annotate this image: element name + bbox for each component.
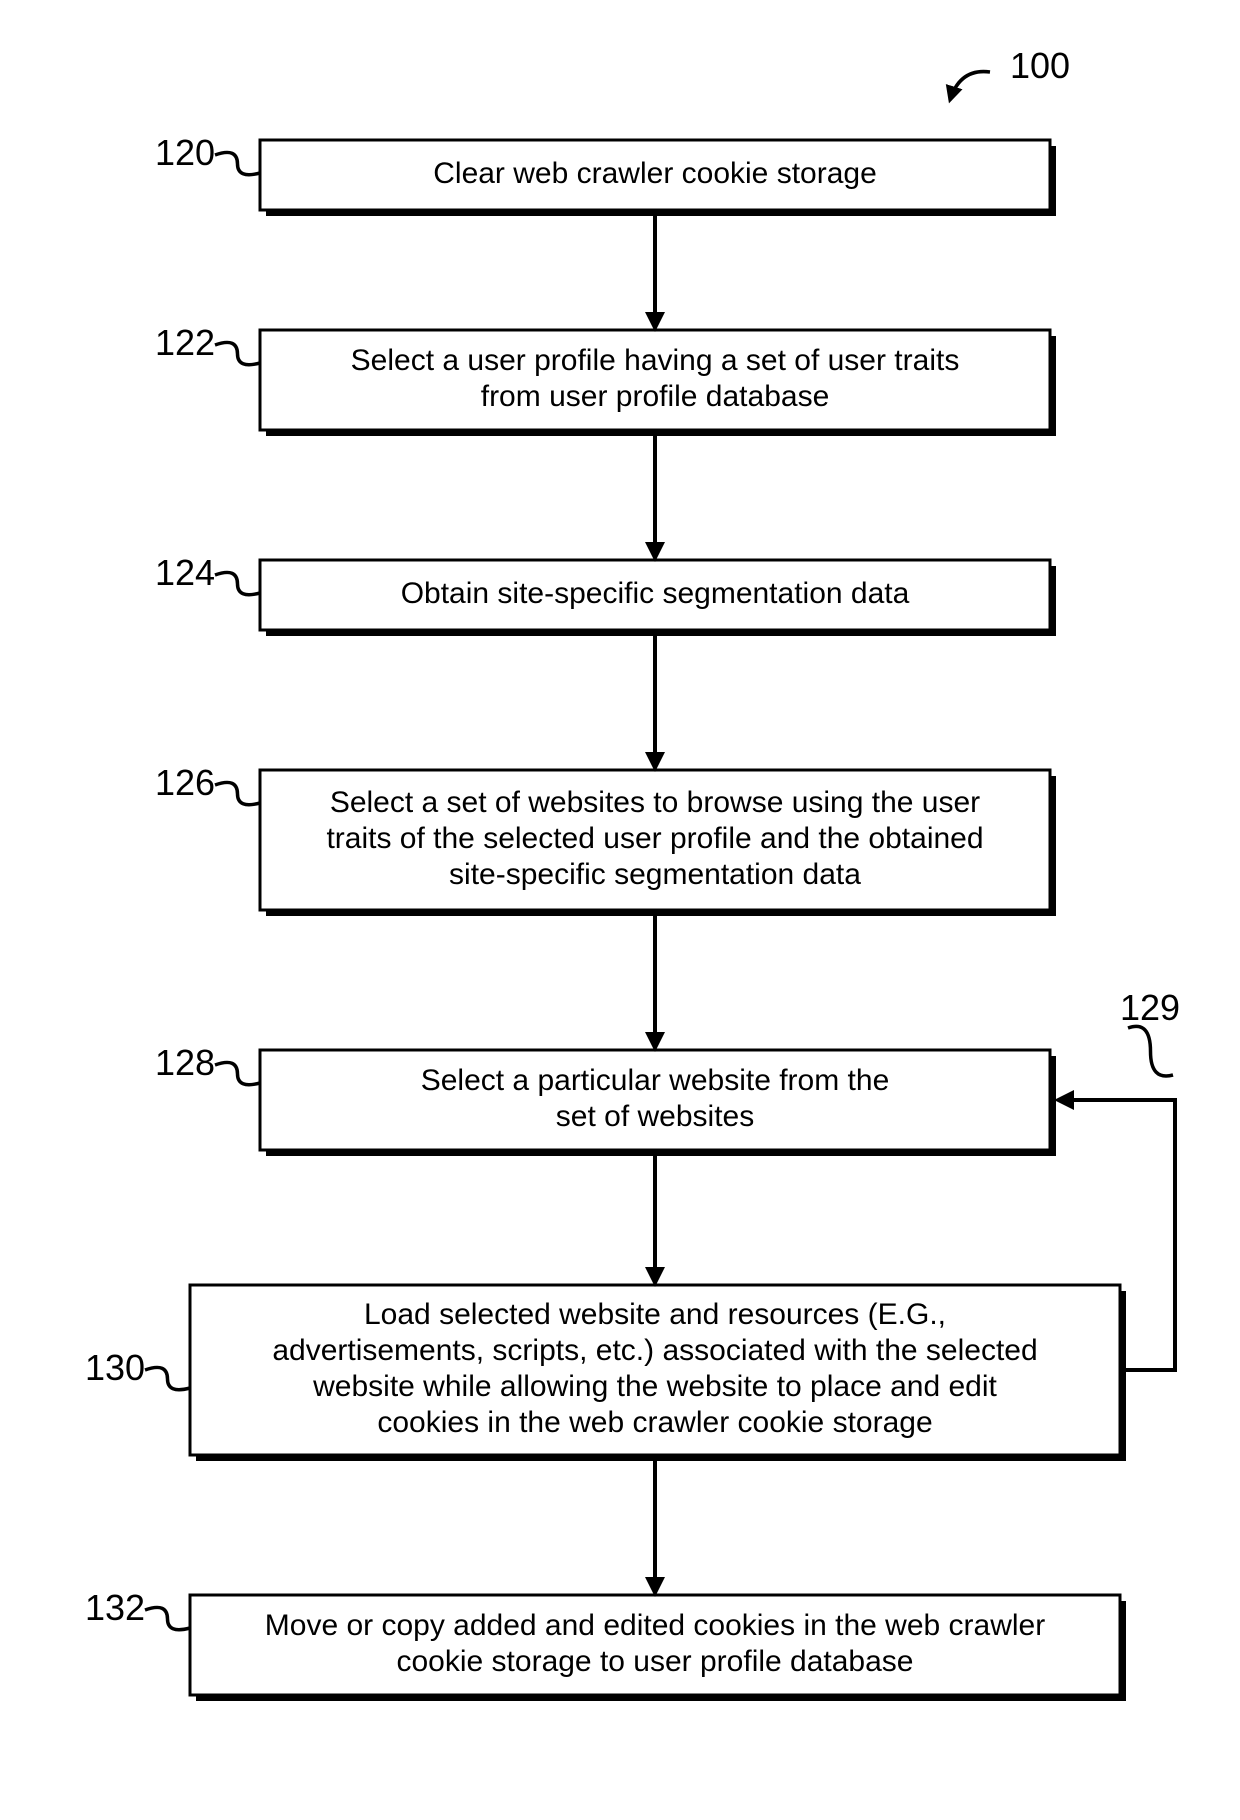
figure-number: 100 — [1010, 45, 1070, 86]
flow-box-122-text: Select a user profile having a set of us… — [351, 344, 960, 377]
ref-label-128: 128 — [155, 1042, 215, 1083]
flow-box-130-text: advertisements, scripts, etc.) associate… — [272, 1334, 1037, 1367]
flow-box-132-text: cookie storage to user profile database — [397, 1645, 914, 1678]
ref-label-124: 124 — [155, 552, 215, 593]
ref-label-132: 132 — [85, 1587, 145, 1628]
flow-box-128-text: set of websites — [556, 1100, 754, 1133]
flow-box-130-text: website while allowing the website to pl… — [312, 1370, 997, 1403]
ref-label-126: 126 — [155, 762, 215, 803]
flow-box-122-text: from user profile database — [481, 380, 830, 413]
ref-label-122: 122 — [155, 322, 215, 363]
flow-box-124-text: Obtain site-specific segmentation data — [401, 577, 910, 610]
figure-number-pointer — [950, 72, 990, 100]
flow-box-132-text: Move or copy added and edited cookies in… — [265, 1609, 1045, 1642]
flow-box-126-text: Select a set of websites to browse using… — [330, 786, 980, 819]
flow-box-120-text: Clear web crawler cookie storage — [433, 157, 877, 190]
ref-label-120: 120 — [155, 132, 215, 173]
flow-box-128-text: Select a particular website from the — [421, 1064, 890, 1097]
ref-label-130: 130 — [85, 1347, 145, 1388]
flow-box-126-text: site-specific segmentation data — [449, 858, 861, 891]
flow-box-130-text: cookies in the web crawler cookie storag… — [377, 1406, 932, 1439]
ref-label-129: 129 — [1120, 987, 1180, 1028]
flow-box-126-text: traits of the selected user profile and … — [326, 822, 983, 855]
flow-box-130-text: Load selected website and resources (E.G… — [364, 1298, 946, 1331]
